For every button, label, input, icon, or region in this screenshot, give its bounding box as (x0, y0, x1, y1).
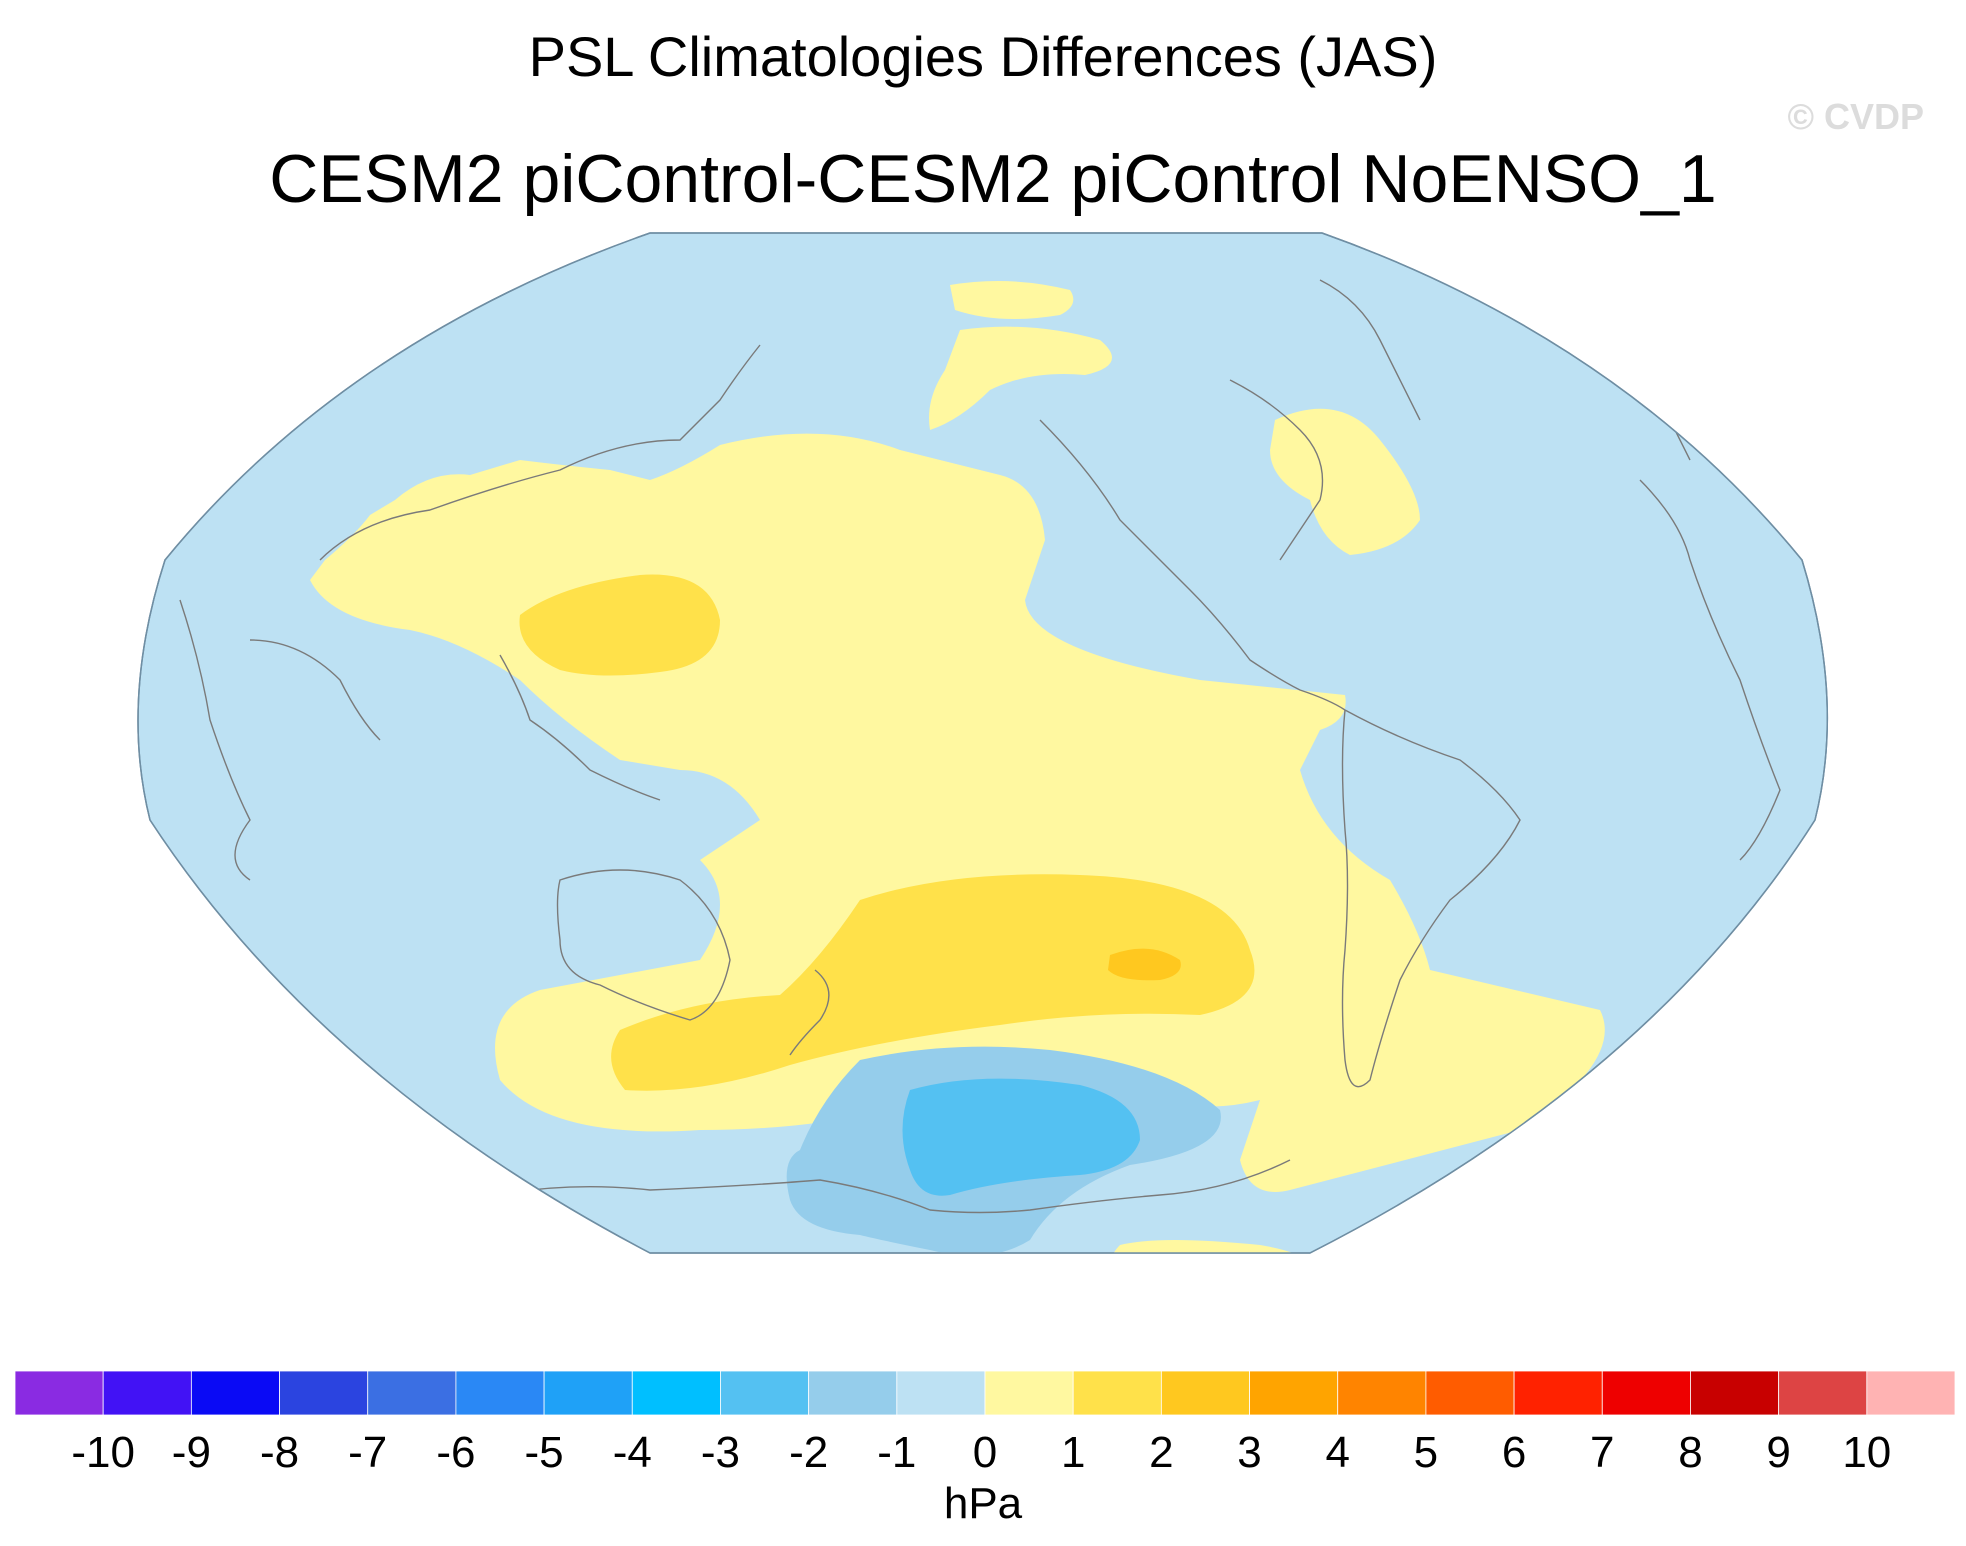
colorbar-tick-label: -7 (348, 1428, 387, 1477)
positive-anomaly-south-atlantic-edge (1112, 1240, 1312, 1253)
colorbar-swatch (367, 1370, 457, 1416)
colorbar-swatch (1160, 1370, 1250, 1416)
colorbar-tick-label: -3 (701, 1428, 740, 1477)
coastlines (179, 279, 1781, 1214)
chart-title: PSL Climatologies Differences (JAS) (528, 25, 1438, 88)
colorbar-tick-label: -2 (789, 1428, 828, 1477)
globe-border (137, 232, 1829, 1254)
colorbar-tick-label: -8 (260, 1428, 299, 1477)
colorbar-swatch (1778, 1370, 1868, 1416)
colorbar-tick-label: 1 (1061, 1428, 1085, 1477)
positive-anomaly-2-3-southeast-pacific (1108, 948, 1181, 981)
colorbar-tick-label: 0 (973, 1428, 997, 1477)
colorbar-tick-label: -10 (71, 1428, 135, 1477)
colorbar-tick-label: 2 (1149, 1428, 1173, 1477)
colorbar-tick-label: -6 (436, 1428, 475, 1477)
colorbar-swatch (631, 1370, 721, 1416)
colorbar-swatch (720, 1370, 810, 1416)
colorbar-tick-label: 7 (1590, 1428, 1614, 1477)
colorbar-swatch (1337, 1370, 1427, 1416)
colorbar-swatch (455, 1370, 545, 1416)
colorbar-swatch (1425, 1370, 1515, 1416)
negative-anomaly-2-3-southern-ocean (902, 1078, 1140, 1196)
colorbar-swatch (190, 1370, 280, 1416)
colorbar-tick-label: -4 (613, 1428, 652, 1477)
colorbar-tick-label: 5 (1414, 1428, 1438, 1477)
colorbar-tick-label: -5 (525, 1428, 564, 1477)
cvdp-watermark: © CVDP (1787, 96, 1924, 137)
colorbar-tick-label: 10 (1842, 1428, 1891, 1477)
colorbar-tick-label: 3 (1237, 1428, 1261, 1477)
colorbar-swatch (14, 1370, 104, 1416)
positive-anomaly-1-2-northwest-pacific (519, 574, 720, 676)
positive-anomaly-bering (929, 326, 1112, 430)
colorbar-tick-label: -9 (172, 1428, 211, 1477)
positive-anomaly-north-atlantic (1270, 408, 1420, 555)
colorbar-swatch (808, 1370, 898, 1416)
colorbar-tick-label: -1 (877, 1428, 916, 1477)
colorbar-units: hPa (944, 1479, 1023, 1528)
positive-anomaly-1-2-south-pacific (611, 874, 1255, 1091)
colorbar-swatch (896, 1370, 986, 1416)
colorbar-swatch (279, 1370, 369, 1416)
colorbar-swatch (1601, 1370, 1691, 1416)
colorbar-tick-label: 9 (1766, 1428, 1790, 1477)
colorbar-swatch (1690, 1370, 1780, 1416)
colorbar-tick-label: 8 (1678, 1428, 1702, 1477)
colorbar-swatch (102, 1370, 192, 1416)
colorbar-swatch (1513, 1370, 1603, 1416)
colorbar-swatch (1866, 1370, 1956, 1416)
chart-subtitle: CESM2 piControl-CESM2 piControl NoENSO_1 (269, 141, 1717, 217)
colorbar-swatch (1249, 1370, 1339, 1416)
colorbar-swatch (543, 1370, 633, 1416)
positive-anomaly-arctic (950, 281, 1074, 319)
colorbar-swatch (984, 1370, 1074, 1416)
colorbar-swatch (1072, 1370, 1162, 1416)
colorbar-tick-label: 6 (1502, 1428, 1526, 1477)
colorbar-tick-label: 4 (1325, 1428, 1349, 1477)
